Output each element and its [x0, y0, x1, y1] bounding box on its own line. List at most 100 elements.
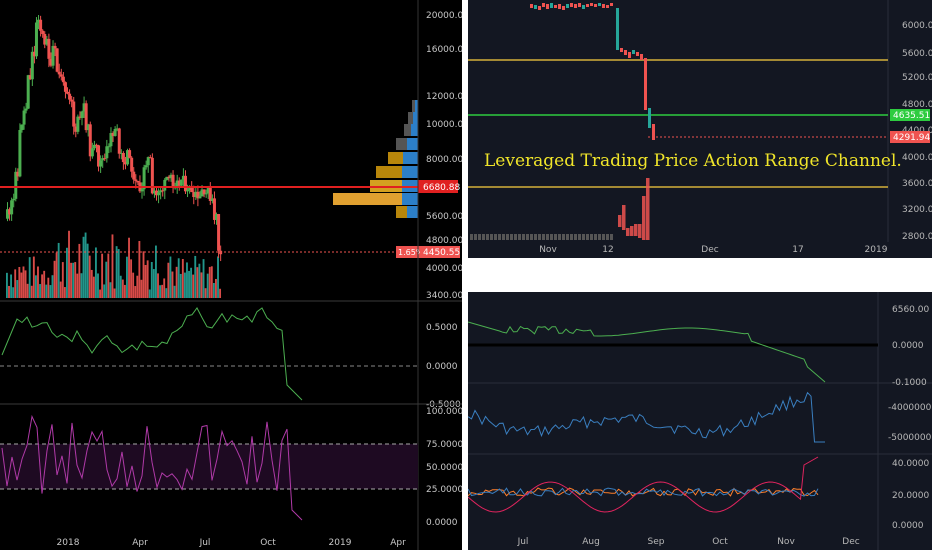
volume-bar — [136, 275, 139, 298]
candle-body — [86, 124, 90, 131]
volume-bar — [212, 282, 215, 298]
price-tick-label: 3200.00 — [902, 205, 932, 215]
volume-bar — [486, 234, 489, 240]
candle-body — [538, 6, 541, 10]
volume-bar — [8, 285, 10, 298]
volume-bar — [84, 232, 87, 298]
last-price-tag — [420, 246, 460, 258]
volume-bar — [206, 273, 209, 298]
candle-body — [34, 22, 38, 57]
time-tick-label: 2019 — [865, 245, 888, 255]
candle-body — [566, 4, 569, 8]
volume-bar — [514, 234, 517, 240]
volume-bar — [622, 205, 626, 230]
time-tick-label: Nov — [539, 245, 557, 255]
volume-bar — [78, 243, 81, 298]
candle-body — [57, 71, 61, 75]
volume-bar — [219, 288, 222, 298]
candle-body — [14, 171, 18, 199]
volume-bar — [546, 234, 549, 240]
volume-bar — [142, 251, 145, 298]
volume-bar — [165, 288, 168, 298]
volume-bar — [210, 266, 213, 298]
volume-bar — [80, 273, 83, 298]
candle-body — [217, 214, 221, 251]
accumulation-line — [468, 391, 825, 443]
left-price-pane: 20000.00 16000.00 12000.00 10000.00 8000.00 5… — [0, 0, 462, 550]
candle-body — [45, 38, 49, 45]
left-time-axis: 2018 Apr Jul Oct 2019 Apr — [57, 538, 407, 548]
volume-bar — [200, 272, 203, 298]
rsi-line — [1, 414, 303, 521]
candle-body — [47, 38, 51, 59]
osc-tick-label: 0.5000 — [426, 323, 458, 333]
current-price-label: 6680.88 — [423, 183, 460, 193]
candle-body — [192, 192, 196, 198]
candle-body — [115, 128, 119, 130]
rsi-tick-label: 25.0000 — [426, 485, 462, 495]
candle-body — [175, 180, 179, 188]
candle-body — [558, 4, 561, 9]
volume-bar — [192, 274, 195, 298]
candle-body — [546, 4, 549, 9]
candle-body — [570, 3, 573, 7]
candle-body — [562, 6, 565, 10]
candle-body — [190, 186, 194, 193]
candle-body — [97, 145, 101, 167]
volume-bar — [558, 234, 561, 240]
volume-bar — [76, 273, 79, 298]
volume-profile-bar — [333, 193, 418, 205]
volume-bar — [134, 286, 137, 298]
volume-bar — [171, 271, 174, 298]
dmi-line — [468, 456, 819, 513]
top-right-chart-panel[interactable]: 6000.005600.005200.004800.004400.004000.… — [468, 0, 932, 258]
time-tick-label: Dec — [701, 245, 718, 255]
candle-body — [644, 58, 647, 110]
bottom-right-chart-panel[interactable]: 6560.00 0.0000 -0.1000 -4000000.0000 -500000… — [468, 292, 932, 550]
volume-bar — [642, 196, 646, 240]
candle-body — [198, 196, 202, 199]
candle-body — [111, 133, 115, 136]
volume-bar — [474, 234, 477, 240]
volume-bar — [208, 266, 211, 298]
candle-body — [12, 198, 16, 201]
indicator-tick-label: 40.0000 — [892, 459, 929, 469]
candle-body — [574, 4, 577, 8]
change-badge — [396, 246, 422, 258]
volume-bar — [47, 277, 50, 298]
candle-body — [140, 189, 144, 192]
volume-bar — [130, 259, 133, 298]
volume-bar — [121, 279, 124, 298]
volume-bar — [128, 237, 130, 298]
time-tick-label: Jul — [199, 538, 211, 548]
indicator-tick-label: -5000000.0000 — [888, 433, 932, 443]
candle-body — [68, 93, 72, 100]
candle-body — [37, 19, 41, 23]
candle-body — [165, 176, 169, 180]
candle-body — [624, 50, 627, 55]
volume-bar — [169, 256, 172, 298]
price-tick-label: 5200.00 — [902, 73, 932, 83]
current-price-tag — [418, 180, 458, 193]
candle-body — [80, 111, 84, 118]
candle-body — [204, 193, 208, 195]
volume-bar — [196, 267, 199, 298]
volume-bar — [105, 261, 108, 298]
red-level-label: 4291.94 — [893, 133, 930, 143]
green-level-label: 4635.51 — [893, 111, 930, 121]
left-chart-panel[interactable]: 20000.00 16000.00 12000.00 10000.00 8000.00 5… — [0, 0, 462, 550]
volume-bar — [179, 273, 182, 298]
candle-body — [171, 174, 175, 188]
volume-bar — [530, 234, 533, 240]
candle-body — [105, 146, 109, 159]
candle-body — [61, 76, 65, 83]
candle-body — [155, 190, 158, 196]
candle-body — [59, 74, 63, 77]
volume-bar — [26, 283, 29, 298]
volume-bar — [204, 288, 207, 298]
candle-body — [530, 4, 533, 8]
candle-body — [63, 82, 67, 92]
volume-bar — [101, 253, 104, 298]
volume-bar — [132, 272, 135, 298]
candle-body — [119, 152, 123, 154]
